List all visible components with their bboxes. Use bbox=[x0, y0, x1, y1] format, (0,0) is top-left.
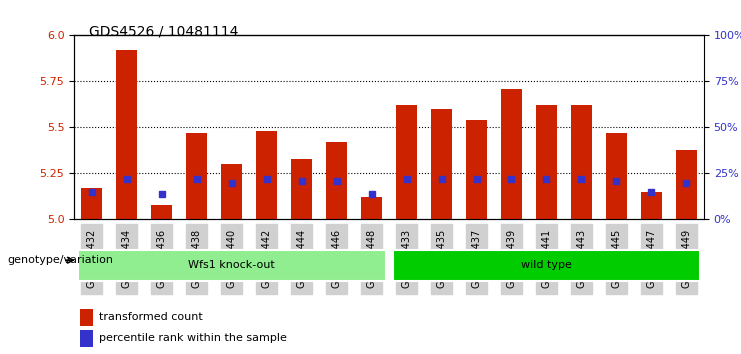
FancyBboxPatch shape bbox=[393, 250, 700, 281]
Bar bbox=[431, 109, 452, 219]
Bar bbox=[256, 131, 277, 219]
Text: wild type: wild type bbox=[521, 261, 572, 270]
Bar bbox=[291, 159, 312, 219]
Bar bbox=[361, 198, 382, 219]
Bar bbox=[466, 120, 487, 219]
Bar bbox=[536, 105, 557, 219]
Bar bbox=[571, 105, 592, 219]
Text: Wfs1 knock-out: Wfs1 knock-out bbox=[188, 261, 275, 270]
Text: percentile rank within the sample: percentile rank within the sample bbox=[99, 333, 288, 343]
Bar bbox=[396, 105, 417, 219]
Bar bbox=[81, 309, 93, 326]
Bar bbox=[676, 149, 697, 219]
Bar bbox=[606, 133, 627, 219]
Bar bbox=[81, 188, 102, 219]
Bar bbox=[501, 89, 522, 219]
Bar bbox=[221, 164, 242, 219]
Text: GDS4526 / 10481114: GDS4526 / 10481114 bbox=[89, 25, 239, 39]
Text: transformed count: transformed count bbox=[99, 312, 203, 322]
Bar bbox=[116, 50, 137, 219]
Text: genotype/variation: genotype/variation bbox=[7, 255, 113, 265]
FancyBboxPatch shape bbox=[78, 250, 385, 281]
Bar bbox=[641, 192, 662, 219]
Bar bbox=[186, 133, 207, 219]
Bar bbox=[81, 330, 93, 347]
Bar bbox=[151, 205, 172, 219]
Bar bbox=[326, 142, 347, 219]
